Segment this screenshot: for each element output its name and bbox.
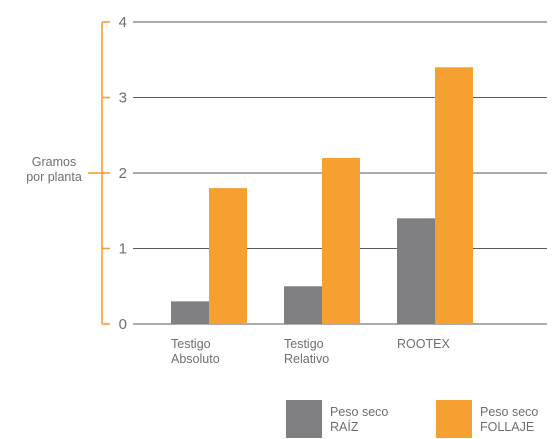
y-tick-label-2: 2: [119, 165, 127, 182]
bar-follaje-0: [209, 188, 247, 324]
y-tick-label-4: 4: [119, 14, 127, 31]
legend-swatch-raiz: [286, 400, 322, 438]
bar-follaje-2: [435, 67, 473, 325]
category-label-1: Testigo Relativo: [284, 337, 329, 366]
bar-raiz-1: [284, 286, 322, 324]
bar-raiz-2: [397, 218, 435, 324]
y-axis-title: Gramos por planta: [26, 155, 82, 184]
legend-swatch-follaje: [436, 400, 472, 438]
y-axis-title-line: por planta: [26, 170, 82, 184]
y-tick-label-3: 3: [119, 90, 127, 107]
bar-follaje-1: [322, 157, 360, 324]
legend-label-line: Peso seco: [480, 405, 538, 419]
bars: [171, 67, 473, 325]
category-label-line: Relativo: [284, 352, 329, 366]
legend-label-raiz: Peso seco RAÍZ: [330, 405, 388, 434]
category-label-line: Testigo: [171, 337, 211, 351]
y-tick-label-1: 1: [119, 241, 127, 258]
bar-raiz-0: [171, 301, 209, 324]
y-axis: [88, 21, 110, 325]
legend-label-follaje: Peso seco FOLLAJE: [480, 405, 538, 434]
category-label-line: Absoluto: [171, 352, 220, 366]
legend-label-line: FOLLAJE: [480, 420, 534, 434]
category-label-2: ROOTEX: [397, 337, 450, 351]
category-label-line: ROOTEX: [397, 337, 450, 351]
legend-label-line: RAÍZ: [330, 419, 359, 434]
category-label-line: Testigo: [284, 337, 324, 351]
y-tick-label-0: 0: [119, 316, 127, 333]
legend-label-line: Peso seco: [330, 405, 388, 419]
category-label-0: Testigo Absoluto: [171, 337, 220, 366]
y-axis-title-line: Gramos: [32, 155, 76, 169]
